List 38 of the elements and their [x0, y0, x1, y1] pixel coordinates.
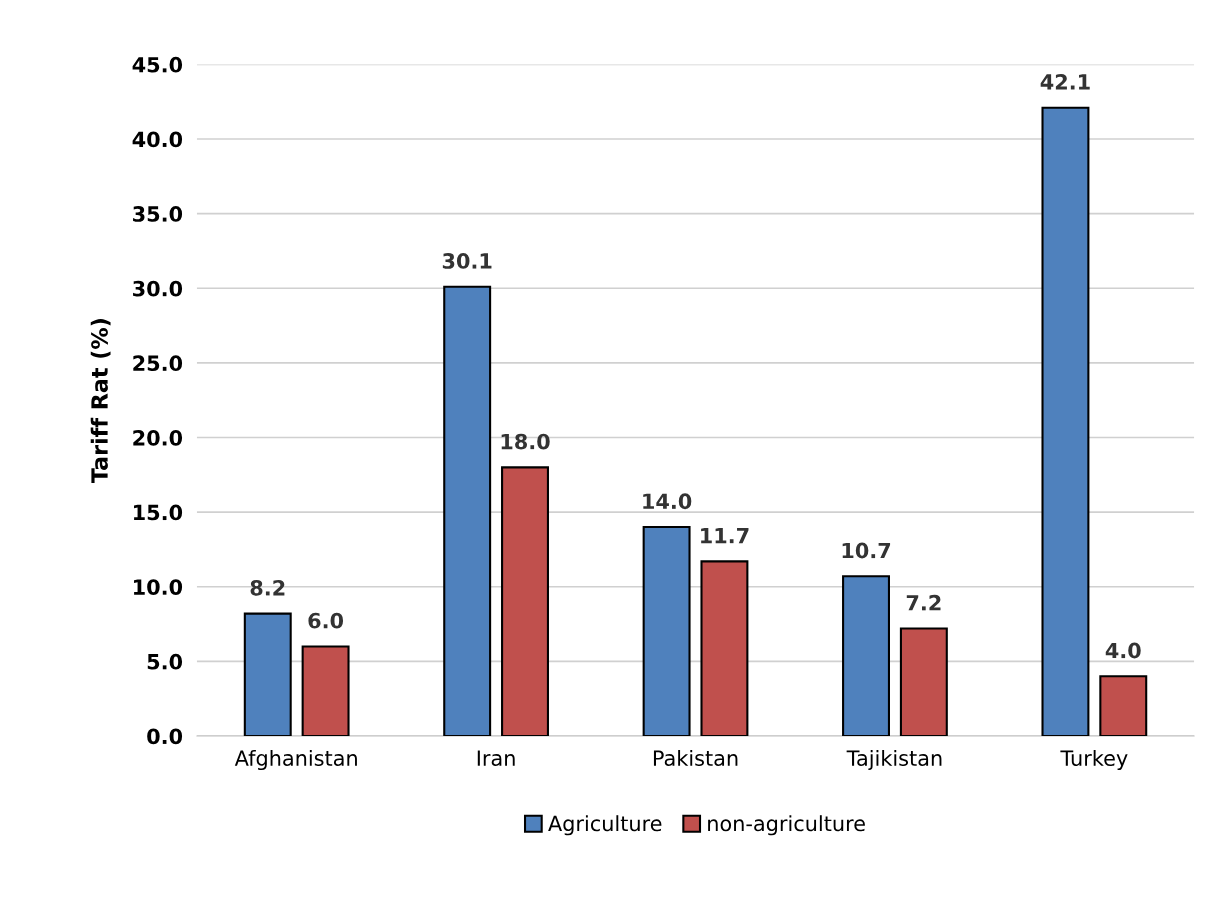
data-label: 7.2	[906, 594, 941, 611]
y-tick-label: 30.0	[133, 280, 183, 297]
bar	[501, 466, 549, 736]
bar	[700, 560, 749, 736]
y-tick-label: 0.0	[147, 728, 183, 745]
data-label: 4.0	[1105, 642, 1141, 659]
data-label: 6.0	[308, 612, 344, 629]
data-label: 30.1	[442, 253, 492, 269]
x-tick-label: Tajikistan	[846, 749, 942, 771]
bar	[642, 526, 691, 736]
x-tick-label: Iran	[477, 750, 515, 767]
data-label: 42.1	[1040, 74, 1090, 90]
y-tick-label: 15.0	[134, 504, 183, 521]
y-tick-label: 20.0	[133, 429, 183, 446]
bar	[301, 645, 350, 736]
x-tick-label: Pakistan	[653, 749, 738, 767]
x-tick-label: Afghanistan	[234, 749, 357, 771]
x-tick-label: Turkey	[1060, 749, 1128, 771]
y-tick-label: 40.0	[132, 131, 183, 148]
bar	[1099, 675, 1148, 736]
bar	[243, 612, 292, 736]
legend-label: Agriculture	[548, 815, 662, 836]
bar	[1041, 106, 1090, 736]
y-tick-label: 5.0	[147, 653, 183, 670]
bar	[899, 627, 948, 736]
y-tick-label: 25.0	[133, 355, 183, 372]
legend-label: non-agriculture	[708, 815, 865, 836]
y-tick-label: 45.0	[132, 56, 183, 73]
bar	[842, 575, 890, 736]
data-label: 18.0	[501, 433, 550, 450]
y-tick-label: 35.0	[133, 206, 183, 222]
y-axis-title: Tariff Rat (%)	[90, 319, 111, 484]
y-tick-label: 10.0	[134, 579, 183, 595]
data-label: 11.7	[701, 527, 749, 544]
data-label: 8.2	[250, 579, 285, 596]
bar	[443, 285, 492, 736]
data-label: 14.0	[643, 493, 692, 510]
data-label: 10.7	[842, 542, 891, 559]
